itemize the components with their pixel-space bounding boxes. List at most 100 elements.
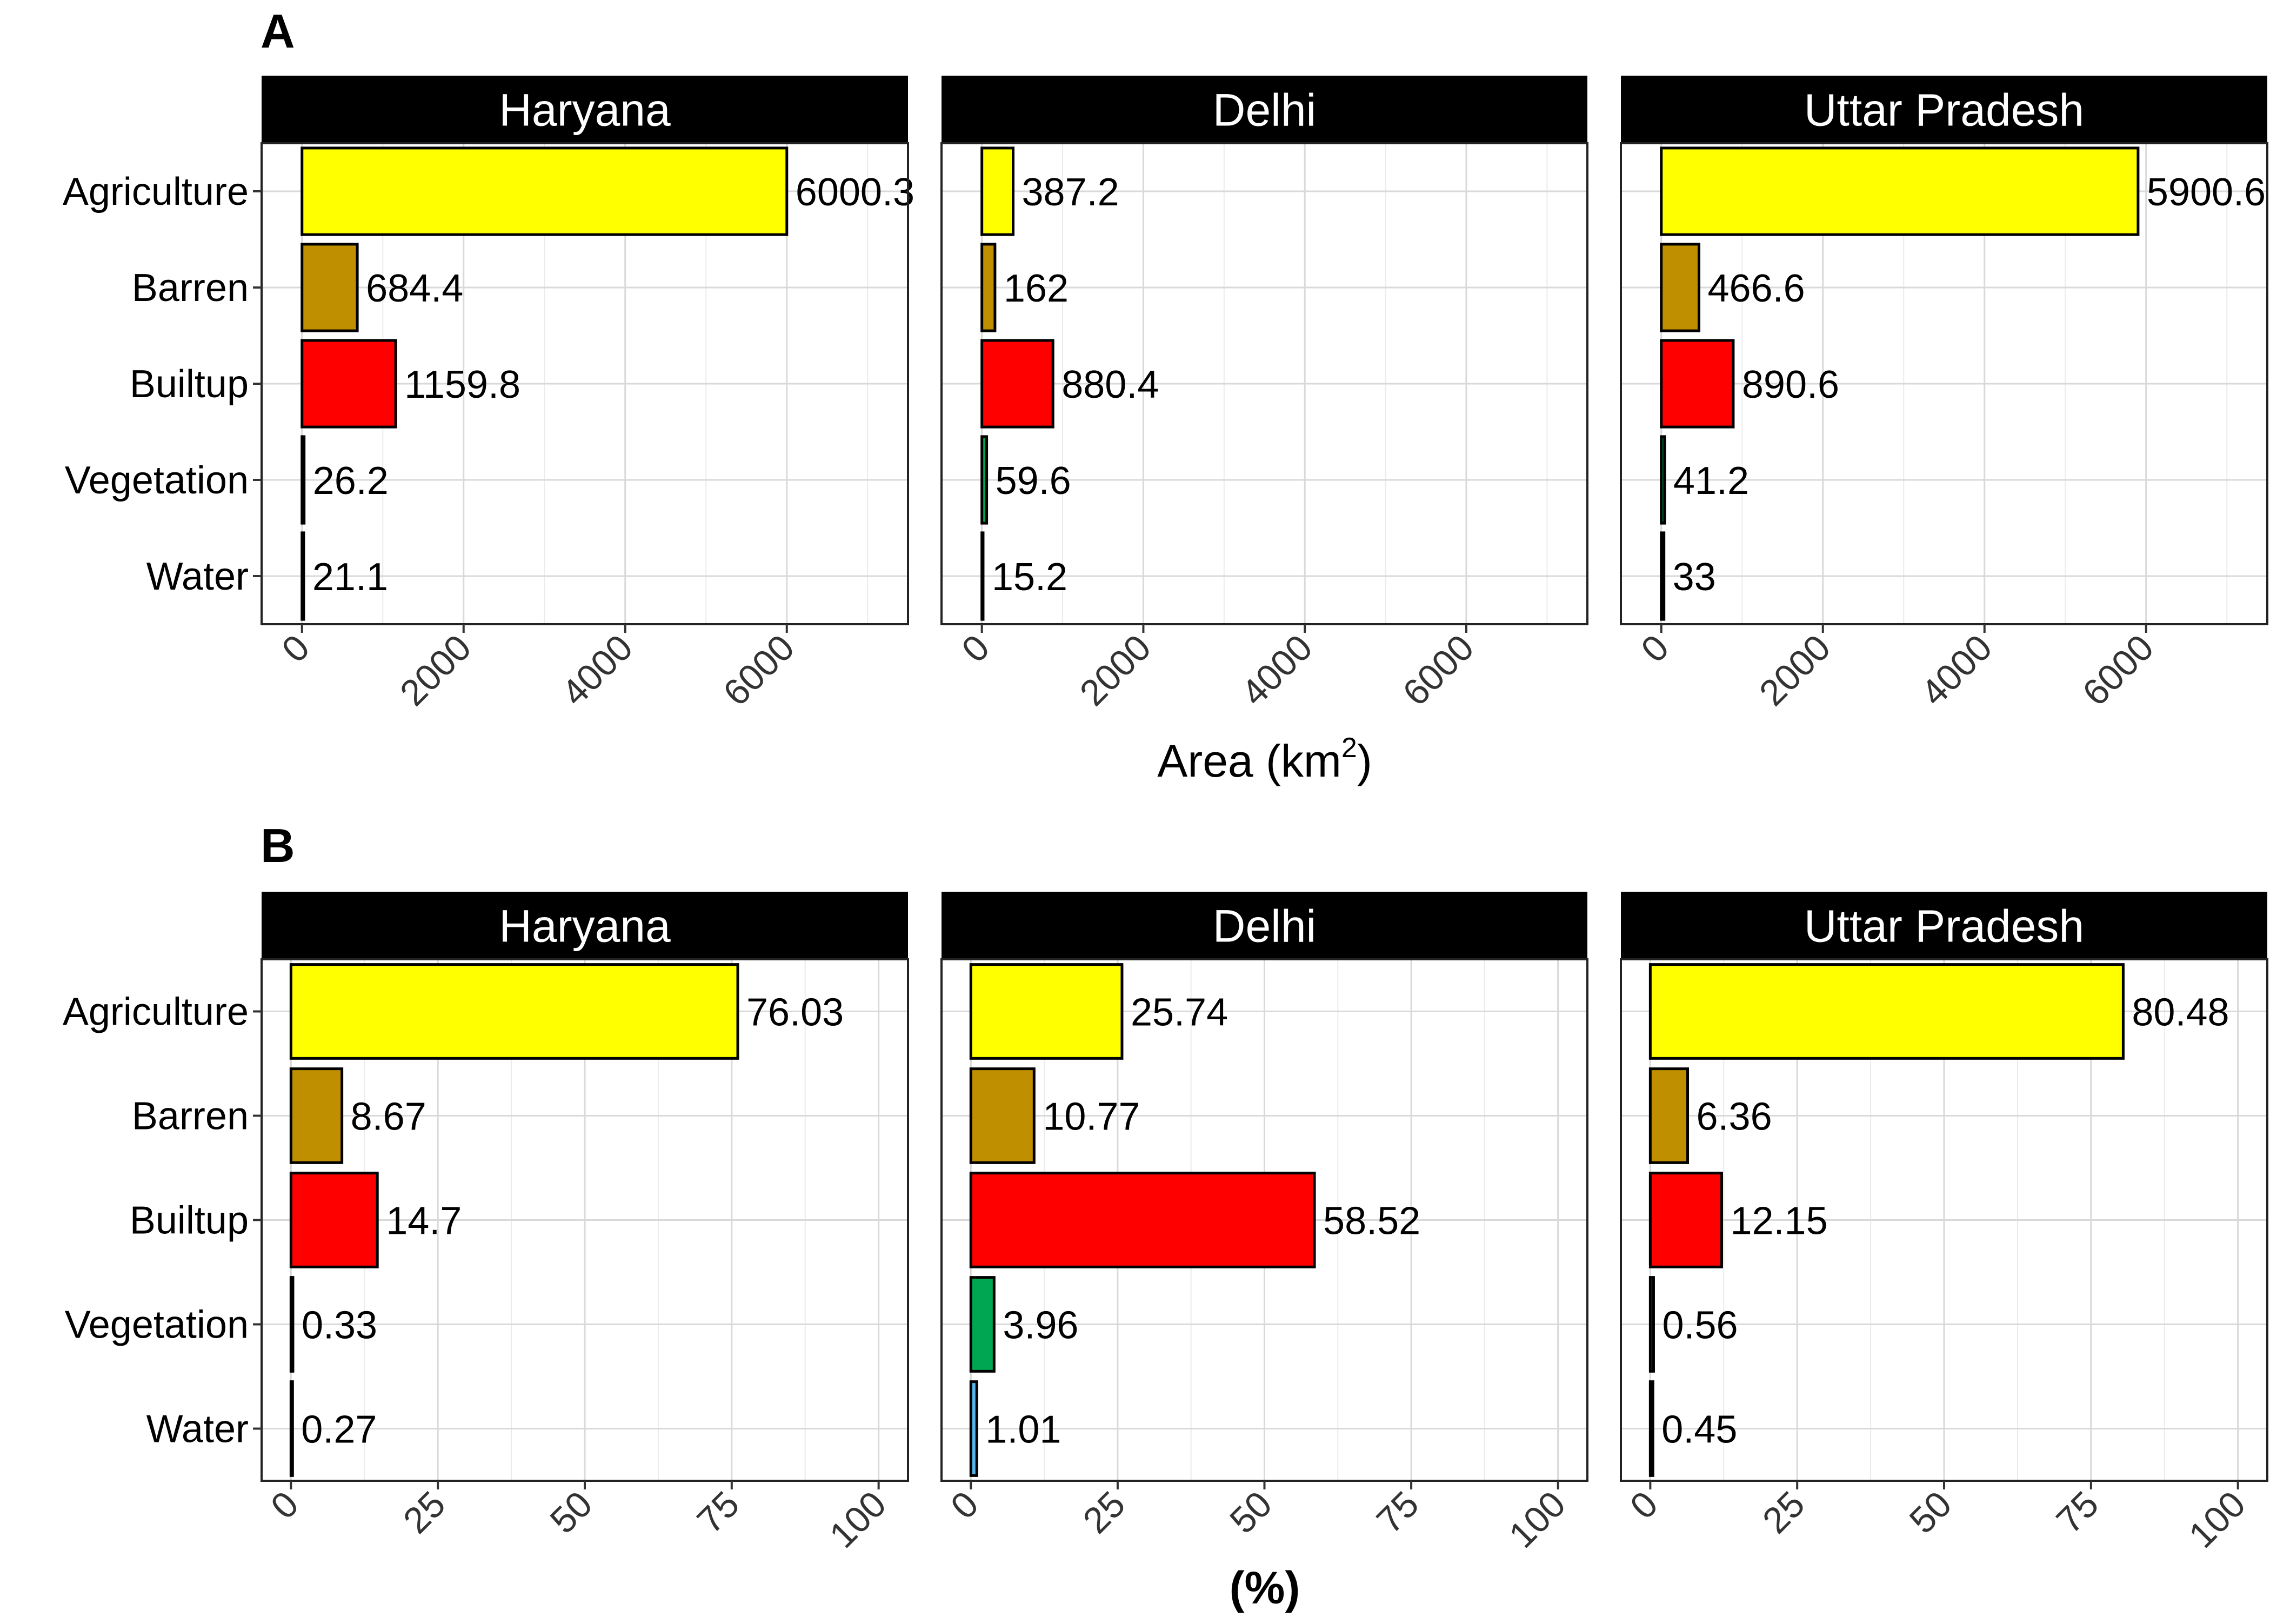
panel-a-bar-uttar-pradesh-agriculture [1660,146,2140,236]
panel-a-x-tick-label-delhi-4000: 4000 [1233,627,1320,714]
panel-b-x-tick-label-haryana-75: 75 [689,1483,747,1541]
panel-b-x-tick-label-uttar-pradesh-50: 50 [1901,1483,1959,1541]
panel-b-bar-uttar-pradesh-water [1648,1380,1654,1477]
panel-a-x-tick-label-haryana-6000: 6000 [716,627,803,714]
panel-b-value-label-haryana-water: 0.27 [301,1408,377,1452]
panel-a-border-delhi [940,142,1588,625]
panel-b-x-tick-label-delhi-75: 75 [1368,1483,1426,1541]
panel-b-strip-uttar-pradesh [1621,892,2267,959]
panel-a-value-label-haryana-water: 21.1 [312,556,388,599]
panel-a-y-tick-label-barren: Barren [132,266,249,310]
panel-a-y-tick-label-builtup: Builtup [130,363,249,406]
panel-b-strip-haryana [262,892,908,959]
panel-b-x-tick-label-delhi-25: 25 [1075,1483,1133,1541]
panel-b-x-tick-label-uttar-pradesh-100: 100 [2181,1483,2253,1556]
panel-b-bar-delhi-builtup [969,1172,1316,1268]
panel-a-x-tick-label-uttar-pradesh-2000: 2000 [1752,627,1839,714]
panel-b-facet-delhi: Delhi 1.01 3.96 58.52 10.77 25.74 0 25 50 75 100 [940,892,1588,1556]
panel-b-x-tick-label-uttar-pradesh-0: 0 [1622,1483,1665,1527]
panel-b-value-label-uttar-pradesh-vegetation: 0.56 [1662,1304,1738,1347]
panel-a-strip-delhi [942,76,1587,143]
panel-a-value-label-uttar-pradesh-builtup: 890.6 [1742,363,1839,406]
panel-b-value-label-delhi-vegetation: 3.96 [1003,1304,1078,1347]
panel-a-bar-uttar-pradesh-builtup [1660,339,1735,429]
panel-b-x-tick-label-uttar-pradesh-75: 75 [2048,1483,2106,1541]
panel-a-value-label-uttar-pradesh-barren: 466.6 [1708,267,1805,310]
panel-b-y-tick-label-water: Water [146,1408,249,1451]
panel-a-value-label-uttar-pradesh-agriculture: 5900.6 [2147,171,2266,214]
panel-a-x-axis-title: Area (km2) [1157,732,1372,786]
panel-b-tag: B [261,819,295,872]
panel-a-facet-haryana: Haryana 21.1 26.2 1159.8 684.4 6000.3 0 2000 400… [63,76,914,714]
panel-a-strip-haryana [262,76,908,143]
panel-a-x-tick-label-delhi-6000: 6000 [1395,627,1482,714]
panel-b-value-label-uttar-pradesh-water: 0.45 [1661,1408,1737,1452]
panel-b-value-label-uttar-pradesh-builtup: 12.15 [1730,1200,1827,1243]
panel-b-y-tick-label-barren: Barren [132,1095,249,1138]
panel-b-value-label-delhi-barren: 10.77 [1043,1095,1140,1139]
panel-a-facet-uttar-pradesh: Uttar Pradesh 33 41.2 890.6 466.6 5900.6 0 2000… [1620,76,2268,714]
panel-a-strip-label-haryana: Haryana [499,85,671,136]
panel-b-x-axis-title: (%) [1230,1562,1300,1613]
panel-b-bar-haryana-builtup [289,1172,379,1268]
panel-b-x-tick-label-delhi-0: 0 [943,1483,986,1527]
panel-b-x-tick-label-delhi-50: 50 [1222,1483,1280,1541]
panel-b-value-label-haryana-barren: 8.67 [351,1095,426,1139]
panel-a-bar-delhi-water [980,531,985,621]
panel-a-bar-delhi-builtup [980,339,1054,429]
panel-a-value-label-haryana-vegetation: 26.2 [313,459,389,503]
panel-a-value-label-delhi-agriculture: 387.2 [1022,171,1119,214]
panel-b-facet-uttar-pradesh: Uttar Pradesh 0.45 0.56 12.15 6.36 80.48 0 25 50… [1620,892,2268,1556]
panel-b-y-tick-label-vegetation: Vegetation [65,1304,249,1347]
panel-a-x-tick-label-uttar-pradesh-6000: 6000 [2075,627,2162,714]
panel-a-x-tick-label-delhi-0: 0 [954,627,997,670]
panel-b-x-tick-label-haryana-0: 0 [263,1483,306,1527]
panel-b-bar-uttar-pradesh-builtup [1648,1172,1723,1268]
panel-b-bar-uttar-pradesh-agriculture [1648,963,2125,1060]
panel-b-bar-delhi-water [969,1380,978,1477]
panel-b-strip-label-haryana: Haryana [499,901,671,952]
panel-a-bar-haryana-vegetation [301,435,306,525]
panel-a-x-tick-label-delhi-2000: 2000 [1072,627,1159,714]
panel-b-bar-haryana-agriculture [289,963,739,1060]
panel-b-bar-haryana-barren [289,1067,344,1164]
panel-b-x-tick-label-haryana-25: 25 [396,1483,453,1541]
panel-b-value-label-uttar-pradesh-agriculture: 80.48 [2132,991,2229,1034]
panel-b-value-label-delhi-water: 1.01 [985,1408,1061,1452]
panel-a-x-tick-label-uttar-pradesh-0: 0 [1633,627,1677,670]
panel-b-bar-uttar-pradesh-barren [1648,1067,1690,1164]
panel-a-value-label-haryana-builtup: 1159.8 [404,363,520,406]
panel-a-x-axis-title-sup: 2 [1341,732,1357,764]
panel-a-x-axis-title-main: Area (km [1157,736,1341,786]
panel-a-facet-delhi: Delhi 15.2 59.6 880.4 162 387.2 0 2000 4000 6000 [940,76,1588,714]
panel-b-bar-delhi-vegetation [969,1276,996,1373]
panel-b-y-tick-label-agriculture: Agriculture [63,991,249,1034]
panel-a-bar-haryana-builtup [301,339,397,429]
panel-a-bar-delhi-agriculture [980,146,1015,236]
panel-a-y-tick-label-agriculture: Agriculture [63,170,249,213]
panel-a-bar-haryana-barren [301,243,359,332]
panel-a-value-label-uttar-pradesh-water: 33 [1673,556,1716,599]
panel-a-bar-delhi-vegetation [980,435,989,525]
panel-a-value-label-delhi-water: 15.2 [992,556,1067,599]
panel-a-value-label-haryana-agriculture: 6000.3 [796,171,914,214]
panel-a-bar-uttar-pradesh-vegetation [1660,435,1666,525]
panel-b-value-label-haryana-builtup: 14.7 [386,1200,462,1243]
panel-a-bar-haryana-agriculture [301,146,789,236]
panel-b-value-label-haryana-agriculture: 76.03 [746,991,844,1034]
panel-a-bar-uttar-pradesh-barren [1660,243,1701,332]
panel-a-bar-delhi-barren [980,243,997,332]
panel-b-strip-label-delhi: Delhi [1213,901,1316,952]
panel-b-x-tick-label-delhi-100: 100 [1501,1483,1573,1556]
panel-a-x-axis-title-close: ) [1357,736,1372,786]
panel-b-value-label-delhi-builtup: 58.52 [1323,1200,1420,1243]
panel-b-value-label-uttar-pradesh-barren: 6.36 [1697,1095,1772,1139]
panel-b-bar-haryana-water [289,1380,294,1477]
panel-a-bar-haryana-water [301,531,305,621]
panel-a-strip-label-delhi: Delhi [1213,85,1316,136]
panel-b-bar-uttar-pradesh-vegetation [1648,1276,1655,1373]
panel-a-y-tick-label-water: Water [146,555,249,598]
panel-a-x-tick-label-haryana-0: 0 [274,627,317,670]
